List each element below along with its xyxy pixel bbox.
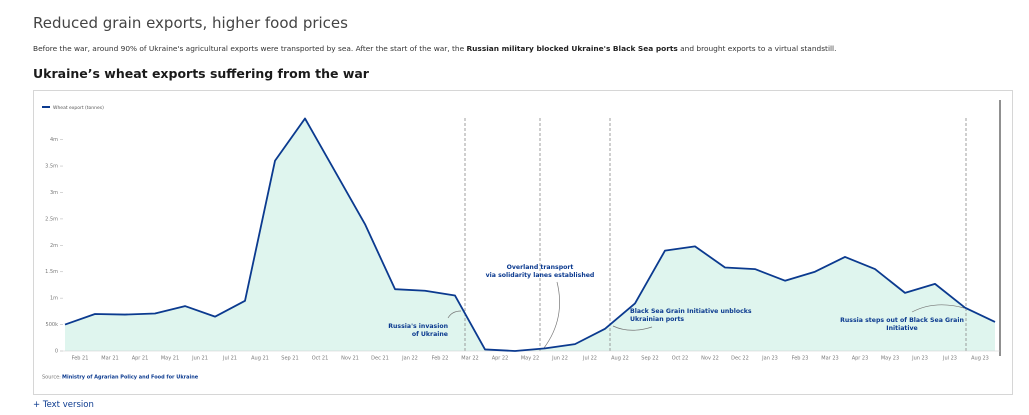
x-tick-label: Dec 21 [371, 356, 389, 362]
x-tick-label: Apr 22 [492, 356, 509, 362]
x-tick-label: May 23 [881, 356, 899, 362]
x-tick-label: Mar 22 [461, 356, 478, 362]
x-tick-label: Jan 23 [761, 356, 778, 362]
y-tick-label: 4m [50, 137, 58, 143]
bold-text: Russian military blocked Ukraine's Black… [466, 44, 678, 53]
text-version-link[interactable]: + Text version [33, 400, 94, 410]
line [64, 117, 996, 352]
x-tick-label: Aug 23 [971, 356, 989, 362]
area [65, 118, 995, 351]
x-tick-label: Nov 21 [341, 356, 359, 362]
x-tick-label: Feb 21 [72, 356, 89, 362]
x-tick-label: Mar 21 [101, 356, 118, 362]
arrow [911, 304, 965, 313]
x-tick-label: Feb 22 [432, 356, 449, 362]
annotation: via solidarity lanes established [486, 272, 595, 279]
source-label: Source: [42, 375, 61, 381]
y-tick-label: 500k [46, 322, 59, 328]
arrow [612, 325, 653, 331]
text: and brought exports to a virtual standst… [677, 44, 837, 53]
y-tick-label: 1.5m [45, 269, 58, 275]
annotation: Russia's invasion [388, 323, 448, 330]
x-tick-label: Sep 21 [281, 356, 298, 362]
y-tick-label: 3m [50, 190, 58, 196]
annotation: Black Sea Grain Initiative unblocks [630, 308, 752, 315]
x-tick-label: Dec 22 [731, 356, 749, 362]
x-tick-label: Jul 23 [942, 356, 957, 362]
y-tick-label: 2m [50, 243, 58, 249]
x-tick-label: Mar 23 [821, 356, 838, 362]
annotation: Ukrainian ports [630, 316, 684, 323]
annotation: of Ukraine [412, 331, 448, 338]
y-tick-label: 1m [50, 296, 58, 302]
x-tick-label: May 22 [521, 356, 539, 362]
annotation-arrows [447, 281, 965, 349]
intro-text: Before the war, around 90% of Ukraine's … [33, 44, 836, 53]
x-tick-label: Oct 21 [312, 356, 329, 362]
y-tick-label: 0 [55, 349, 58, 355]
text: Before the war, around 90% of Ukraine's … [33, 44, 467, 53]
event-lines [464, 118, 967, 351]
x-tick-label: Jul 22 [582, 356, 597, 362]
x-tick-label: Apr 21 [132, 356, 149, 362]
chart-box [33, 90, 1013, 395]
x-tick-label: Jan 22 [401, 356, 418, 362]
x-tick-label: Feb 23 [792, 356, 809, 362]
y-tick-label: 3.5m [45, 164, 58, 170]
x-tick-label: Apr 23 [852, 356, 869, 362]
chart-title: Ukraine’s wheat exports suffering from t… [33, 66, 369, 81]
y-tick-label: 2.5m [45, 216, 58, 222]
x-tick-label: May 21 [161, 356, 179, 362]
annotation: Overland transport [507, 264, 574, 271]
page-title: Reduced grain exports, higher food price… [33, 14, 348, 32]
x-tick-label: Jun 23 [911, 356, 928, 362]
x-tick-label: Jun 22 [551, 356, 568, 362]
x-tick-label: Aug 22 [611, 356, 629, 362]
annotation: Initiative [886, 325, 917, 332]
arrow [543, 281, 560, 349]
x-tick-label: Jun 21 [191, 356, 208, 362]
x-tick-label: Jul 21 [222, 356, 237, 362]
x-tick-label: Aug 21 [251, 356, 269, 362]
arrow [447, 310, 462, 319]
source: Ministry of Agrarian Policy and Food for… [62, 375, 199, 381]
x-tick-label: Sep 22 [641, 356, 658, 362]
legend-label: Wheat export (tonnes) [53, 105, 104, 111]
x-tick-label: Oct 22 [672, 356, 689, 362]
annotation: Russia steps out of Black Sea Grain [840, 317, 964, 324]
x-tick-label: Nov 22 [701, 356, 719, 362]
